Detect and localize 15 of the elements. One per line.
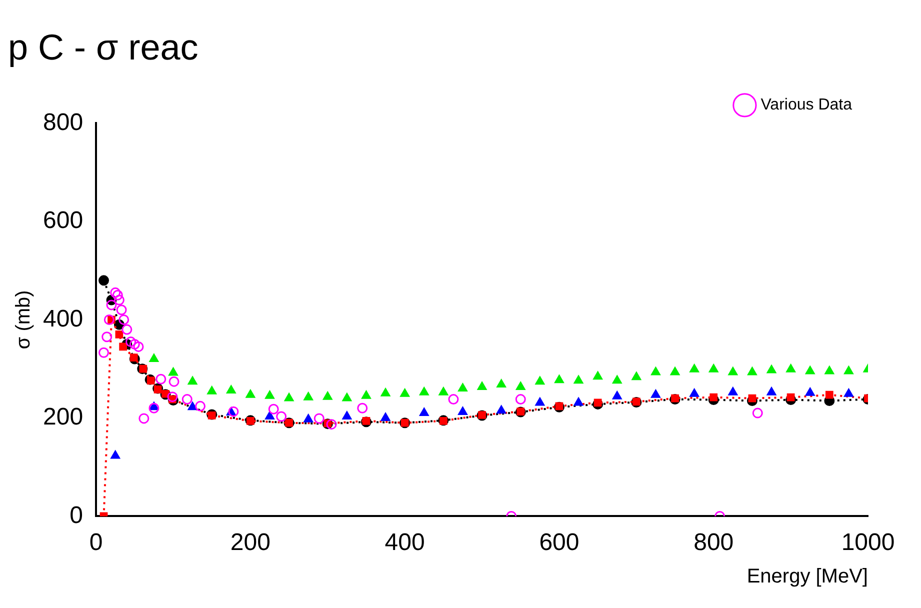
x-tick-label: 400 [384,529,425,556]
y-tick-label: 800 [42,108,84,136]
chart-title: p C - σ reac [8,26,198,68]
x-tick-label: 200 [230,529,270,556]
legend-label: Various Data [760,96,852,114]
y-tick-label: 200 [42,404,84,431]
y-tick-label: 0 [70,502,84,529]
x-tick-label: 1000 [841,529,895,556]
x-tick-label: 0 [89,529,103,556]
y-axis-title: σ (mb) [12,290,35,350]
x-axis-title: Energy [MeV] [746,566,868,588]
y-tick-label: 400 [42,305,84,332]
y-tick-label: 600 [42,207,84,234]
x-tick-label: 800 [694,529,734,556]
x-tick-label: 600 [539,529,580,556]
